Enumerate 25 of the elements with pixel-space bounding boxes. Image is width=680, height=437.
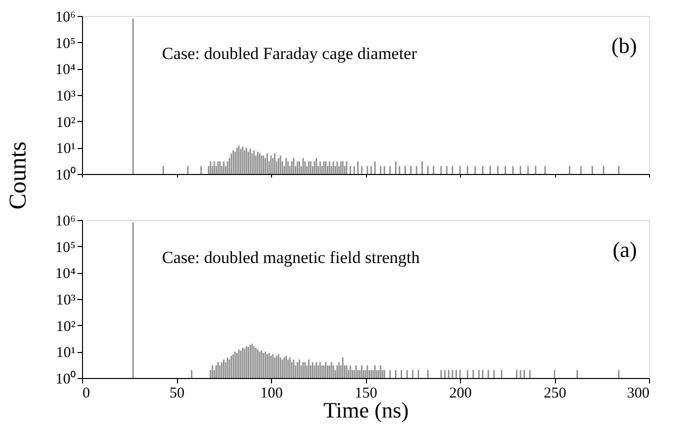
y-tick-label: 10² (56, 114, 76, 131)
y-tick-label: 10³ (56, 292, 76, 308)
y-tick-label: 10⁵ (55, 36, 76, 52)
annotation: Case: doubled magnetic field strength (162, 248, 420, 267)
x-tick-label: 200 (449, 386, 472, 402)
y-tick-label: 10⁴ (55, 62, 76, 78)
y-tick-label: 10⁶ (55, 10, 76, 26)
y-tick-label: 10² (56, 318, 76, 335)
annotation: (a) (612, 237, 637, 262)
x-tick-label: 100 (260, 386, 283, 402)
y-tick-label: 10⁵ (55, 240, 76, 256)
x-tick-label: 250 (544, 386, 566, 402)
y-tick-label: 10¹ (56, 345, 76, 362)
y-tick-label: 10¹ (56, 141, 76, 158)
y-tick-label: 10³ (56, 88, 76, 104)
x-tick-label: 300 (627, 386, 650, 402)
annotation: (b) (611, 33, 637, 58)
y-tick-label: 10⁰ (56, 166, 76, 184)
x-tick-label: 50 (170, 386, 184, 402)
y-axis-title: Counts (6, 141, 32, 210)
x-tick-label: 0 (82, 386, 90, 402)
annotation: Case: doubled Faraday cage diameter (162, 44, 418, 63)
y-tick-label: 10⁶ (55, 214, 76, 230)
y-tick-label: 10⁴ (55, 266, 76, 282)
y-tick-label: 10⁰ (56, 370, 76, 388)
